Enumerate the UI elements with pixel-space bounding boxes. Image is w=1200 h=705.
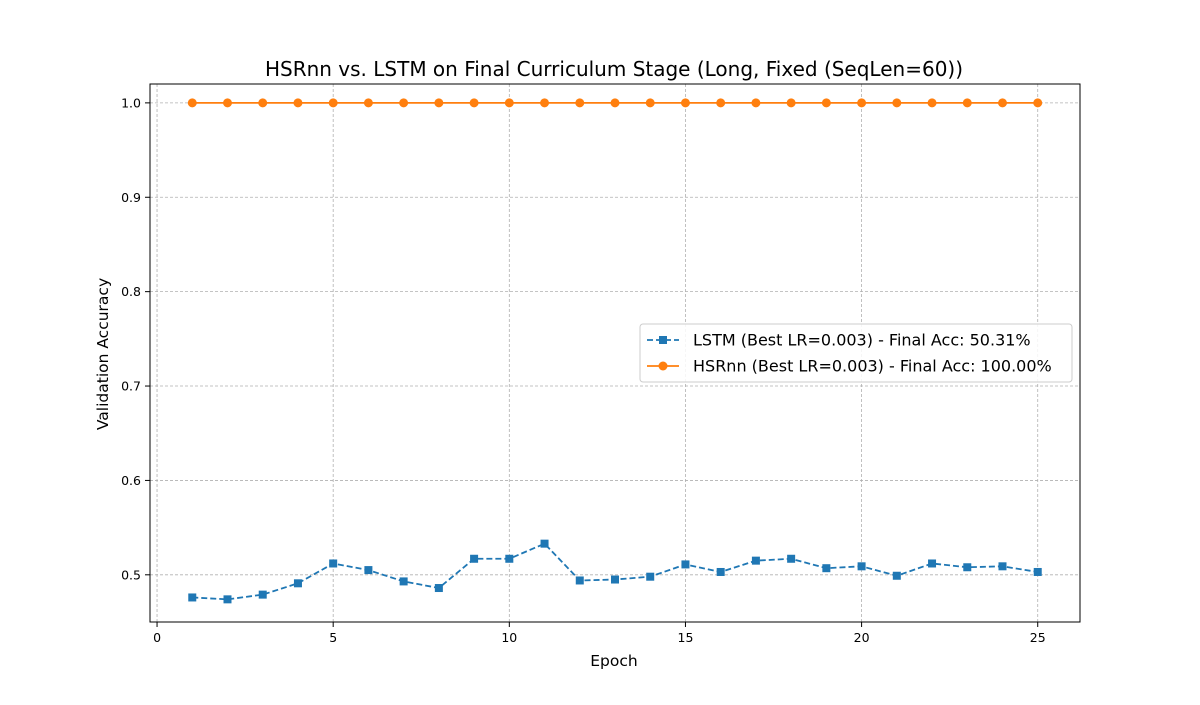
legend-label-lstm: LSTM (Best LR=0.003) - Final Acc: 50.31% bbox=[693, 331, 1031, 350]
x-tick-label: 5 bbox=[329, 630, 337, 645]
data-point-lstm bbox=[751, 556, 760, 565]
data-point-lstm bbox=[258, 590, 267, 599]
data-point-hsrnn bbox=[258, 98, 268, 108]
data-point-lstm bbox=[399, 577, 408, 586]
data-point-hsrnn bbox=[751, 98, 761, 108]
data-point-hsrnn bbox=[293, 98, 303, 108]
y-tick-label: 0.7 bbox=[121, 379, 141, 394]
series-layer bbox=[187, 98, 1043, 604]
legend: LSTM (Best LR=0.003) - Final Acc: 50.31%… bbox=[639, 323, 1073, 383]
y-tick-label: 0.8 bbox=[121, 284, 141, 299]
data-point-hsrnn bbox=[223, 98, 232, 108]
y-tick-label: 1.0 bbox=[121, 95, 141, 110]
data-point-lstm bbox=[364, 566, 373, 575]
data-point-hsrnn bbox=[786, 98, 796, 108]
data-point-hsrnn bbox=[469, 98, 479, 108]
data-point-lstm bbox=[822, 564, 831, 573]
data-point-hsrnn bbox=[645, 98, 655, 108]
data-point-lstm bbox=[857, 562, 866, 571]
data-point-lstm bbox=[963, 563, 972, 572]
data-point-hsrnn bbox=[434, 98, 444, 108]
data-point-lstm bbox=[928, 559, 937, 568]
data-point-hsrnn bbox=[927, 98, 937, 108]
data-point-hsrnn bbox=[575, 98, 585, 108]
y-tick-label: 0.6 bbox=[121, 473, 141, 488]
data-point-hsrnn bbox=[504, 98, 514, 108]
data-point-lstm bbox=[470, 554, 479, 563]
data-point-lstm bbox=[434, 584, 443, 593]
data-point-hsrnn bbox=[962, 98, 972, 108]
data-point-lstm bbox=[575, 576, 584, 585]
x-tick-label: 0 bbox=[153, 630, 161, 645]
data-point-hsrnn bbox=[399, 98, 409, 108]
data-point-hsrnn bbox=[892, 98, 902, 108]
y-axis-label: Validation Accuracy bbox=[94, 278, 112, 430]
data-point-lstm bbox=[611, 575, 619, 584]
x-tick-label: 25 bbox=[1030, 630, 1046, 645]
data-point-lstm bbox=[540, 539, 549, 548]
data-point-hsrnn bbox=[540, 98, 550, 108]
data-point-lstm bbox=[223, 595, 232, 604]
y-tick-label: 0.9 bbox=[121, 190, 141, 205]
legend-marker-lstm bbox=[659, 336, 667, 344]
data-point-hsrnn bbox=[998, 98, 1007, 108]
data-point-hsrnn bbox=[716, 98, 726, 108]
data-point-lstm bbox=[787, 554, 796, 563]
data-point-hsrnn bbox=[610, 98, 620, 108]
data-point-hsrnn bbox=[680, 98, 690, 108]
data-point-lstm bbox=[646, 572, 655, 581]
x-axis-label: Epoch bbox=[590, 652, 637, 670]
data-point-hsrnn bbox=[363, 98, 373, 108]
data-point-lstm bbox=[1033, 567, 1042, 576]
data-point-hsrnn bbox=[187, 98, 197, 108]
y-tick-label: 0.5 bbox=[121, 567, 141, 582]
axis-ticks: 0 5 10 15 20 25 0.5 0.6 0.7 0.8 0.9 1.0 bbox=[121, 95, 1046, 645]
x-tick-label: 15 bbox=[678, 630, 694, 645]
plot-frame bbox=[149, 83, 1081, 623]
data-point-lstm bbox=[188, 593, 197, 602]
data-point-hsrnn bbox=[328, 98, 338, 108]
data-point-lstm bbox=[329, 559, 338, 568]
data-point-hsrnn bbox=[1033, 98, 1043, 108]
data-point-lstm bbox=[681, 560, 690, 569]
data-point-lstm bbox=[293, 579, 302, 588]
legend-marker-hsrnn bbox=[658, 361, 668, 371]
legend-label-hsrnn: HSRnn (Best LR=0.003) - Final Acc: 100.0… bbox=[693, 357, 1052, 376]
x-tick-label: 10 bbox=[501, 630, 517, 645]
data-point-hsrnn bbox=[821, 98, 831, 108]
x-tick-label: 20 bbox=[854, 630, 870, 645]
legend-box bbox=[639, 323, 1073, 383]
chart-title: HSRnn vs. LSTM on Final Curriculum Stage… bbox=[265, 57, 963, 81]
data-point-lstm bbox=[892, 571, 901, 580]
data-point-lstm bbox=[505, 554, 514, 563]
data-point-hsrnn bbox=[857, 98, 867, 108]
data-point-lstm bbox=[998, 562, 1007, 571]
data-point-lstm bbox=[716, 567, 725, 576]
